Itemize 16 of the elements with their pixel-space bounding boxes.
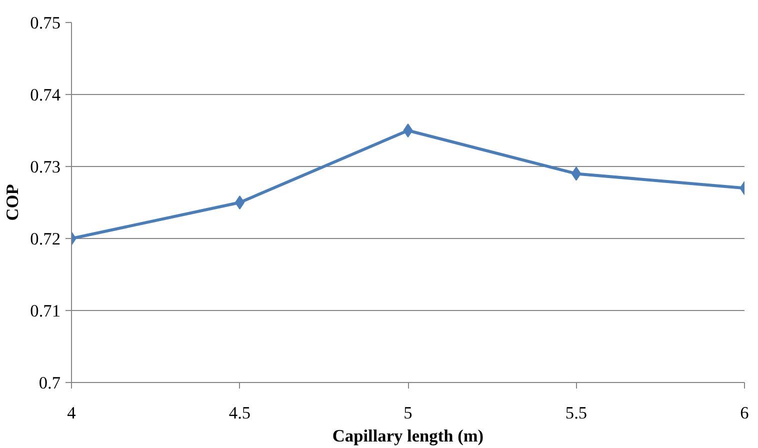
x-axis-title: Capillary length (m): [332, 426, 484, 446]
point: [403, 124, 413, 138]
x-tick-label: 6: [740, 404, 750, 422]
x-tick-label: 4.5: [228, 404, 251, 422]
y-tick-label: 0.7: [38, 374, 61, 392]
point: [234, 196, 245, 210]
y-tick-label: 0.73: [30, 158, 61, 176]
y-tick-label: 0.72: [30, 230, 61, 248]
point: [571, 166, 582, 181]
y-tick-label: 0.75: [30, 14, 61, 32]
x-tick-label: 4: [67, 404, 76, 422]
x-tick-label: 5: [404, 404, 412, 422]
x-tick-label: 5.5: [565, 404, 588, 422]
y-tick-label: 0.74: [30, 86, 61, 104]
y-axis-title: COP: [3, 184, 22, 221]
y-tick-label: 0.71: [30, 302, 61, 320]
